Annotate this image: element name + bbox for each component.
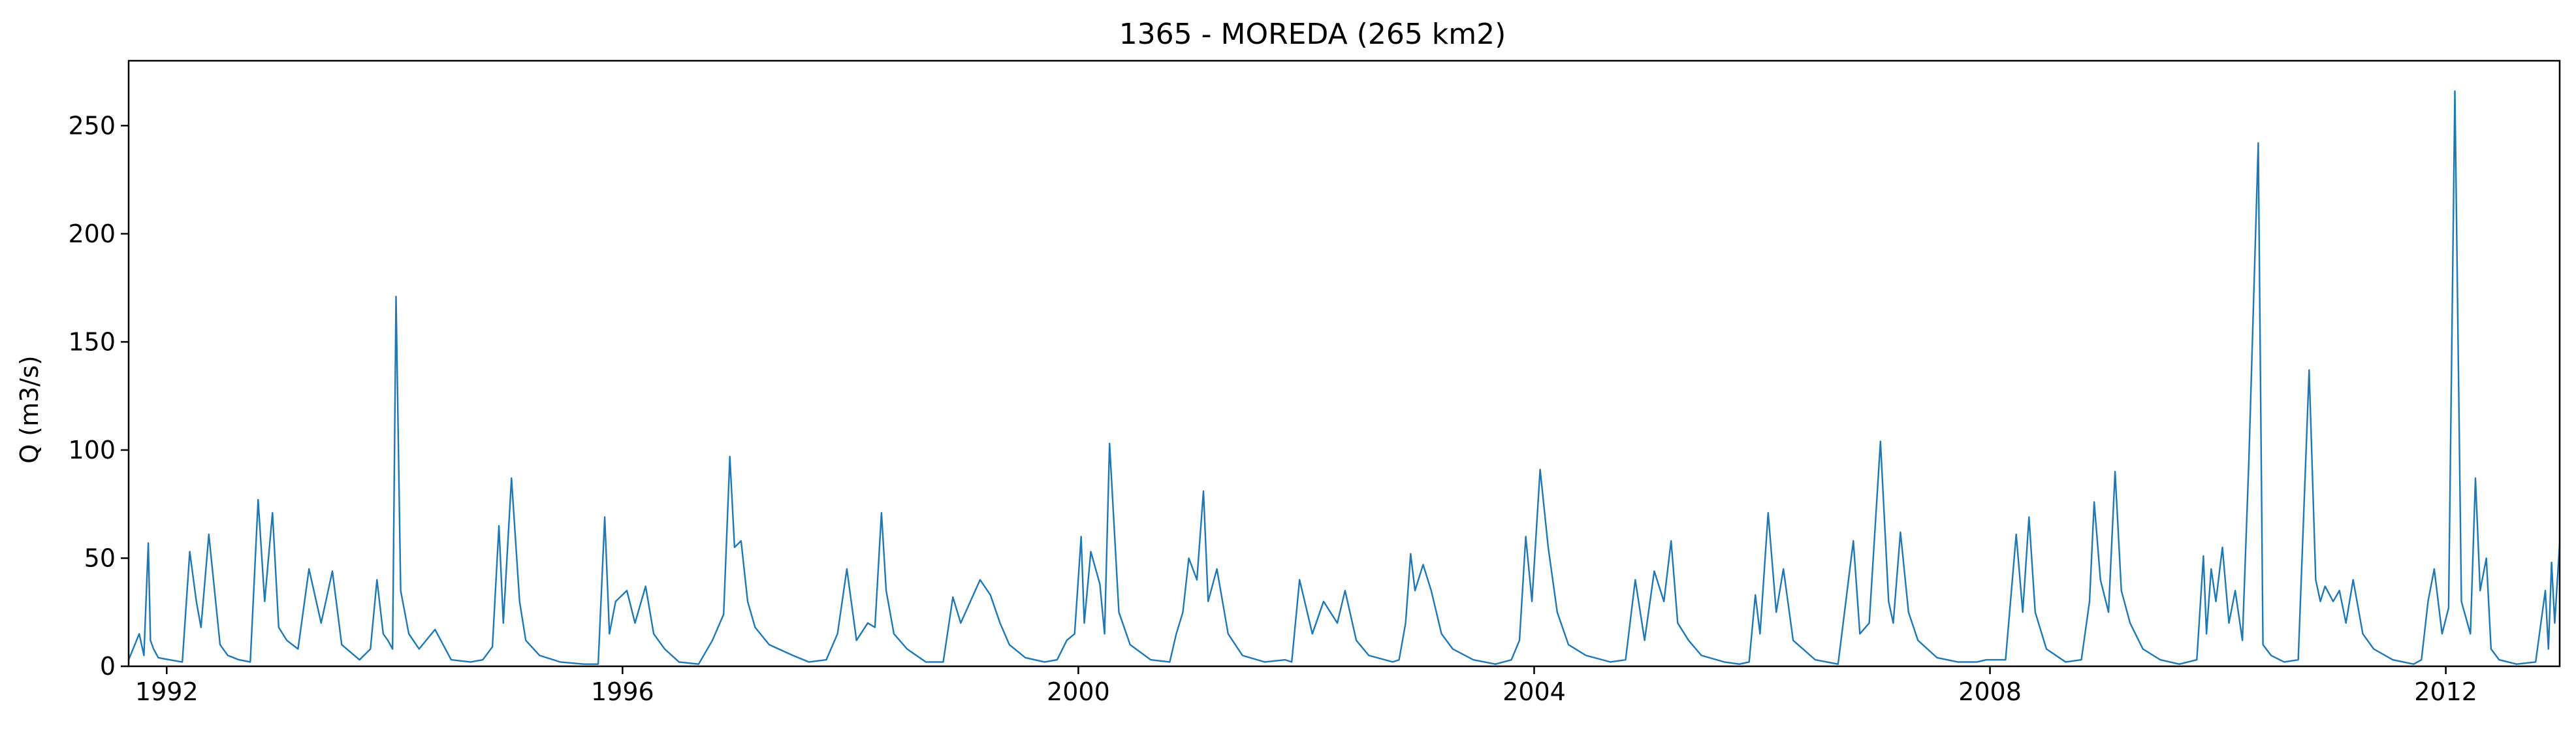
x-tick-label: 1996 xyxy=(591,677,654,706)
y-axis-label: Q (m3/s) xyxy=(15,355,44,463)
y-tick-label: 150 xyxy=(68,327,116,356)
y-tick-label: 100 xyxy=(68,436,116,464)
y-tick-label: 200 xyxy=(68,219,116,248)
y-tick-label: 250 xyxy=(68,111,116,140)
y-tick-label: 50 xyxy=(84,543,116,572)
x-tick-label: 2000 xyxy=(1047,677,1110,706)
y-tick-label: 0 xyxy=(100,652,116,681)
x-tick-label: 2004 xyxy=(1503,677,1566,706)
plot-area xyxy=(129,61,2560,666)
y-axis: 0 50 100 150 200 250 xyxy=(68,111,129,681)
chart-title: 1365 - MOREDA (265 km2) xyxy=(1119,18,1506,51)
discharge-series-line xyxy=(127,90,2561,665)
plot-frame xyxy=(127,59,2561,668)
x-tick-label: 2012 xyxy=(2414,677,2477,706)
x-tick-label: 2008 xyxy=(1958,677,2022,706)
x-tick-label: 1992 xyxy=(135,677,199,706)
x-axis: 1992 1996 2000 2004 2008 2012 xyxy=(135,666,2477,706)
